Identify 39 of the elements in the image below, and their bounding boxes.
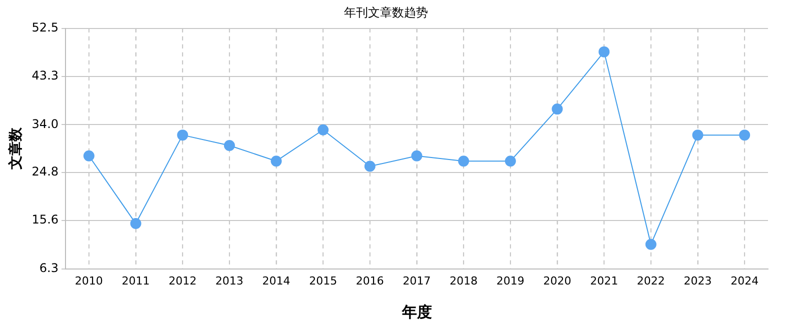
point	[598, 46, 610, 58]
x-tick-label: 2012	[168, 274, 197, 288]
chart-title: 年刊文章数趋势	[344, 5, 428, 20]
point	[177, 130, 188, 141]
y-tick-label: 52.5	[32, 20, 59, 35]
point	[411, 150, 422, 162]
point	[504, 156, 516, 167]
x-tick-label: 2016	[356, 274, 384, 288]
x-tick-label: 2013	[215, 274, 244, 288]
point	[318, 124, 329, 136]
x-tick-label: 2010	[74, 274, 103, 288]
point	[552, 104, 563, 115]
x-tick-label: 2022	[636, 274, 665, 288]
point	[692, 130, 704, 141]
x-tick-label: 2015	[309, 274, 338, 288]
point	[364, 160, 376, 172]
y-tick-label: 15.6	[32, 212, 59, 227]
point	[270, 156, 282, 167]
y-axis-title: 文章数	[7, 126, 24, 171]
point	[83, 150, 94, 162]
x-tick-label: 2019	[496, 274, 524, 288]
point	[739, 130, 750, 141]
point	[645, 238, 656, 250]
y-tick-label: 34.0	[32, 116, 59, 131]
x-tick-label: 2024	[730, 274, 759, 288]
point	[458, 156, 470, 167]
y-tick-label: 6.3	[39, 260, 59, 275]
x-tick-label: 2021	[590, 274, 618, 288]
x-tick-label: 2018	[450, 274, 478, 288]
y-tick-label: 24.8	[32, 164, 59, 179]
x-tick-label: 2011	[122, 274, 150, 288]
x-tick-label: 2017	[402, 274, 431, 288]
point	[224, 140, 235, 151]
x-tick-label: 2014	[262, 274, 290, 288]
y-tick-label: 43.3	[32, 68, 59, 82]
x-tick-label: 2020	[543, 274, 572, 288]
x-axis-title: 年度	[400, 302, 432, 321]
x-tick-label: 2023	[684, 274, 712, 288]
point	[130, 218, 142, 230]
